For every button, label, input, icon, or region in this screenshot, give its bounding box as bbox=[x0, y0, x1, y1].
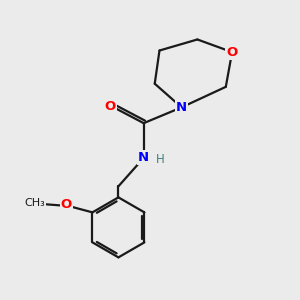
Text: N: N bbox=[176, 101, 187, 114]
Text: N: N bbox=[138, 152, 149, 164]
Text: O: O bbox=[226, 46, 238, 59]
Text: O: O bbox=[61, 198, 72, 211]
Text: O: O bbox=[104, 100, 116, 112]
Text: CH₃: CH₃ bbox=[24, 198, 45, 208]
Text: H: H bbox=[156, 153, 164, 166]
